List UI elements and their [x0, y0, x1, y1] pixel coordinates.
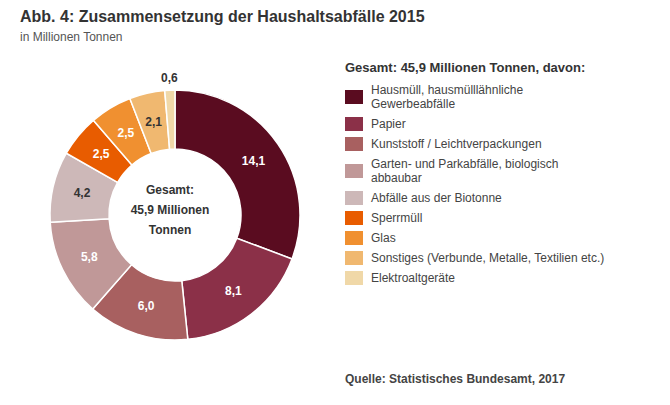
svg-text:2,5: 2,5	[117, 126, 134, 140]
svg-text:8,1: 8,1	[225, 284, 242, 298]
html-text:Quelle: Statistisches Bundesam: Quelle: Statistisches Bundesamt, 2017	[345, 372, 566, 386]
html-text:Glas: Glas	[371, 231, 396, 245]
html-text:Elektroaltgeräte: Elektroaltgeräte	[371, 271, 455, 285]
html-text:in Millionen Tonnen: in Millionen Tonnen	[20, 30, 123, 44]
html-text:Tonnen: Tonnen	[148, 223, 192, 237]
html-text:Sperrmüll: Sperrmüll	[371, 211, 423, 225]
svg-text:14,1: 14,1	[242, 154, 266, 168]
svg-text:6,0: 6,0	[138, 299, 155, 313]
html-text:45,9 Millionen: 45,9 Millionen	[130, 203, 210, 217]
svg-text:2,1: 2,1	[145, 115, 162, 129]
svg-text:2,5: 2,5	[93, 147, 110, 161]
html-text:Gesamt: 45,9 Millionen Tonnen,: Gesamt: 45,9 Millionen Tonnen, davon:	[345, 60, 586, 75]
svg-text:0,6: 0,6	[161, 71, 178, 85]
html-text:Kunststoff / Leichtverpackunge: Kunststoff / Leichtverpackungen	[371, 137, 542, 151]
html-text:Abfälle aus der Biotonne: Abfälle aus der Biotonne	[371, 191, 502, 205]
html-text:Sonstiges (Verbunde, Metalle,: Sonstiges (Verbunde, Metalle, Textilien …	[371, 251, 605, 265]
html-text:Abb. 4: Zusammensetzung der Ha: Abb. 4: Zusammensetzung der Haushaltsabf…	[20, 8, 425, 25]
html-text:Garten- und Parkabfälle, biolo: Garten- und Parkabfälle, biologisch abba…	[371, 157, 559, 185]
html-text:Papier: Papier	[371, 117, 406, 131]
svg-text:5,8: 5,8	[81, 250, 98, 264]
svg-text:4,2: 4,2	[74, 186, 91, 200]
html-text:Gesamt:: Gesamt:	[146, 183, 194, 197]
html-text:Hausmüll, hausmülllähnliche Ge: Hausmüll, hausmülllähnliche Gewerbeabfäl…	[371, 83, 524, 111]
